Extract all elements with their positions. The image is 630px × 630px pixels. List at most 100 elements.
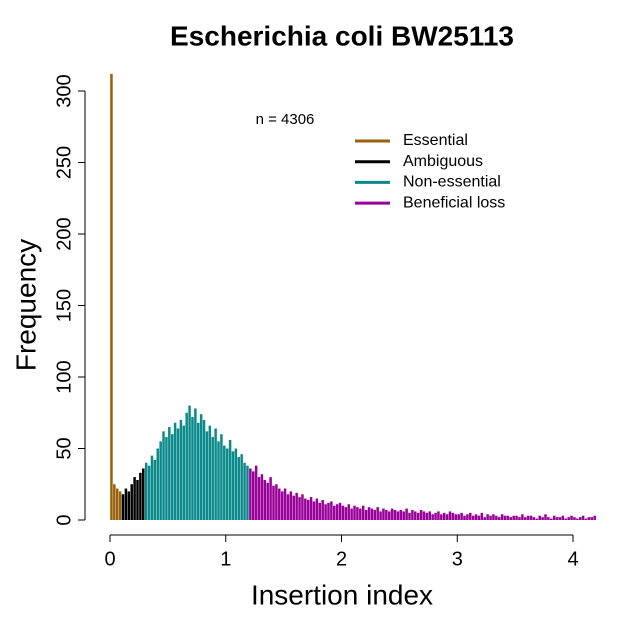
legend-label: Beneficial loss (403, 194, 505, 211)
bar (547, 517, 550, 520)
bar (298, 497, 301, 520)
bar (382, 508, 385, 520)
bar (492, 514, 495, 520)
bar (243, 462, 246, 520)
y-tick-label: 50 (53, 437, 75, 459)
bar (396, 511, 400, 520)
bar (584, 518, 588, 520)
legend-label: Non-essential (403, 174, 501, 191)
bar (437, 511, 440, 520)
bar (176, 428, 180, 520)
bar (156, 448, 159, 520)
bar (208, 425, 212, 520)
bar (561, 515, 565, 520)
bar (376, 507, 379, 520)
bar (388, 511, 391, 520)
bar (272, 485, 275, 520)
bar (188, 405, 191, 520)
bar (451, 512, 455, 520)
bar (402, 511, 405, 520)
bar (512, 515, 515, 520)
bar (414, 511, 417, 520)
bar (333, 505, 336, 520)
bar (121, 494, 125, 520)
bar (448, 511, 452, 520)
bar (350, 508, 353, 520)
bar (312, 501, 316, 520)
bar (399, 509, 403, 520)
annotation: n = 4306 (256, 111, 315, 128)
bar (353, 505, 356, 520)
bar (434, 512, 437, 520)
bar (555, 517, 559, 520)
bar (278, 488, 281, 520)
bar (518, 517, 521, 520)
bar (228, 439, 232, 520)
bar (529, 515, 533, 520)
bar (124, 488, 128, 520)
bar (411, 509, 414, 520)
bar (110, 73, 113, 520)
bar (237, 457, 241, 520)
bar (431, 514, 434, 520)
bar (330, 501, 333, 520)
bar (466, 514, 469, 520)
bar (225, 448, 229, 520)
x-tick-label: 2 (336, 548, 347, 570)
bar (500, 514, 504, 520)
bar (405, 508, 408, 520)
bar (573, 517, 576, 520)
bar (257, 477, 261, 520)
x-tick-label: 1 (220, 548, 231, 570)
bar (347, 504, 350, 520)
y-tick-label: 250 (53, 146, 75, 179)
bar (480, 512, 484, 520)
bar (136, 479, 139, 520)
bar (442, 512, 446, 520)
y-tick-label: 150 (53, 289, 75, 322)
bar (318, 502, 322, 520)
bar (576, 518, 579, 520)
bar (327, 502, 330, 520)
y-tick-label: 100 (53, 360, 75, 393)
bar (197, 422, 200, 520)
bar (168, 427, 171, 520)
bar (590, 517, 594, 520)
bar (324, 504, 327, 520)
bar (495, 515, 498, 520)
bar (587, 517, 591, 520)
bar (364, 509, 368, 520)
bar (286, 494, 290, 520)
bar (220, 434, 223, 520)
x-tick-label: 4 (567, 548, 578, 570)
x-tick-label: 0 (104, 548, 115, 570)
bar (231, 451, 235, 520)
bar (115, 488, 119, 520)
bar (191, 417, 194, 520)
bar (570, 515, 573, 520)
chart-title: Escherichia coli BW25113 (170, 20, 514, 51)
bar (165, 437, 168, 520)
bar (509, 517, 513, 520)
bar (526, 515, 530, 520)
bar (457, 514, 460, 520)
bar (147, 465, 151, 520)
bar (544, 514, 547, 520)
y-tick-label: 300 (53, 74, 75, 107)
bar (344, 507, 348, 520)
bar (567, 517, 570, 520)
bar (199, 414, 203, 520)
bar (454, 514, 458, 520)
bar (581, 515, 585, 520)
bar (306, 499, 310, 520)
bar (552, 515, 556, 520)
bar (283, 488, 287, 520)
bar (263, 479, 267, 520)
bar (593, 515, 596, 520)
bar (182, 425, 186, 520)
bar (150, 455, 154, 520)
bar (341, 505, 345, 520)
bar (445, 514, 449, 520)
bar (205, 431, 209, 520)
